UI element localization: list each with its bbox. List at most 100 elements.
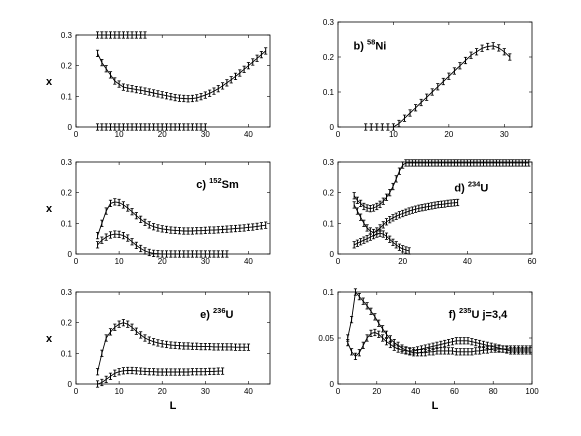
data-point <box>152 123 156 131</box>
data-point <box>458 337 462 345</box>
data-point <box>182 368 186 376</box>
data-point <box>164 368 169 376</box>
data-point <box>517 159 521 167</box>
data-point <box>190 342 194 350</box>
data-point <box>435 347 439 355</box>
data-point <box>117 230 121 238</box>
x-tick-label: 10 <box>115 257 124 266</box>
series-line <box>97 50 266 100</box>
x-tick-label: 20 <box>158 130 167 139</box>
data-point <box>126 31 130 39</box>
data-point <box>177 368 182 376</box>
data-point <box>524 345 528 353</box>
panel-label-prefix: d) <box>454 182 467 194</box>
data-point <box>346 334 350 342</box>
data-point <box>362 202 366 211</box>
y-tick-label: 0.3 <box>323 158 335 167</box>
data-point <box>100 219 104 227</box>
data-point <box>392 338 396 347</box>
data-point <box>156 224 160 232</box>
x-axis-label: L <box>432 400 439 412</box>
data-point <box>216 343 220 351</box>
data-point <box>452 159 456 167</box>
data-point <box>349 315 354 324</box>
data-point <box>104 233 108 241</box>
data-point <box>391 214 395 222</box>
data-point <box>160 250 164 258</box>
data-point <box>199 368 203 376</box>
data-point <box>259 222 263 230</box>
data-point <box>352 192 356 200</box>
data-point <box>425 93 429 101</box>
data-point <box>139 367 143 375</box>
data-point <box>164 225 169 234</box>
data-point <box>423 203 427 211</box>
data-point <box>391 123 396 131</box>
y-tick-label: 0.1 <box>323 88 335 97</box>
data-point <box>474 347 478 355</box>
x-tick-label: 30 <box>201 257 210 266</box>
data-point <box>156 90 160 98</box>
data-point <box>117 368 121 376</box>
data-point <box>264 221 268 229</box>
panel-label-prefix: e) <box>200 309 213 321</box>
data-point <box>481 346 486 354</box>
data-point <box>446 199 450 208</box>
data-point <box>160 340 164 348</box>
data-point <box>375 230 379 238</box>
y-tick-label: 0 <box>68 123 73 132</box>
data-point <box>203 91 207 99</box>
data-point <box>130 208 134 216</box>
data-point <box>381 221 385 229</box>
data-point <box>121 201 126 209</box>
data-point <box>388 335 392 343</box>
data-point <box>417 204 421 212</box>
x-tick-label: 10 <box>115 387 124 396</box>
data-point <box>95 241 100 249</box>
data-point <box>404 246 408 254</box>
data-point <box>371 204 376 212</box>
data-point <box>407 207 411 215</box>
data-point <box>143 87 147 95</box>
y-axis-label: x <box>46 203 53 215</box>
data-point <box>436 83 440 91</box>
data-point <box>100 31 104 39</box>
data-point <box>375 123 379 131</box>
x-tick-label: 20 <box>158 257 167 266</box>
panel-label-prefix: c) <box>196 179 209 191</box>
y-axis-label: x <box>46 76 53 88</box>
data-point <box>104 375 108 384</box>
data-point <box>459 159 463 167</box>
data-point <box>420 159 424 167</box>
data-point <box>143 218 147 227</box>
data-point <box>169 341 173 349</box>
data-point <box>462 348 466 356</box>
data-point <box>139 86 143 94</box>
data-point <box>173 93 177 102</box>
data-point <box>208 226 212 234</box>
data-point <box>365 204 369 212</box>
x-tick-label: 20 <box>398 257 407 266</box>
data-point <box>212 250 216 258</box>
x-tick-label: 40 <box>463 257 472 266</box>
data-point <box>528 345 532 353</box>
data-point <box>186 227 190 235</box>
x-tick-label: 60 <box>528 257 537 266</box>
data-point <box>182 227 186 235</box>
data-point <box>520 345 524 353</box>
data-point <box>134 31 138 39</box>
data-point <box>190 368 194 376</box>
data-point <box>365 224 369 232</box>
x-tick-label: 40 <box>411 387 420 396</box>
data-point <box>407 247 411 255</box>
data-point <box>156 368 160 376</box>
data-point <box>443 200 447 208</box>
data-point <box>371 231 376 240</box>
data-point <box>134 212 138 220</box>
data-point <box>117 320 121 328</box>
data-point <box>242 65 246 73</box>
y-tick-label: 0.3 <box>323 18 335 27</box>
data-point <box>95 368 100 376</box>
series-1 <box>95 198 268 240</box>
series-line <box>354 232 410 252</box>
